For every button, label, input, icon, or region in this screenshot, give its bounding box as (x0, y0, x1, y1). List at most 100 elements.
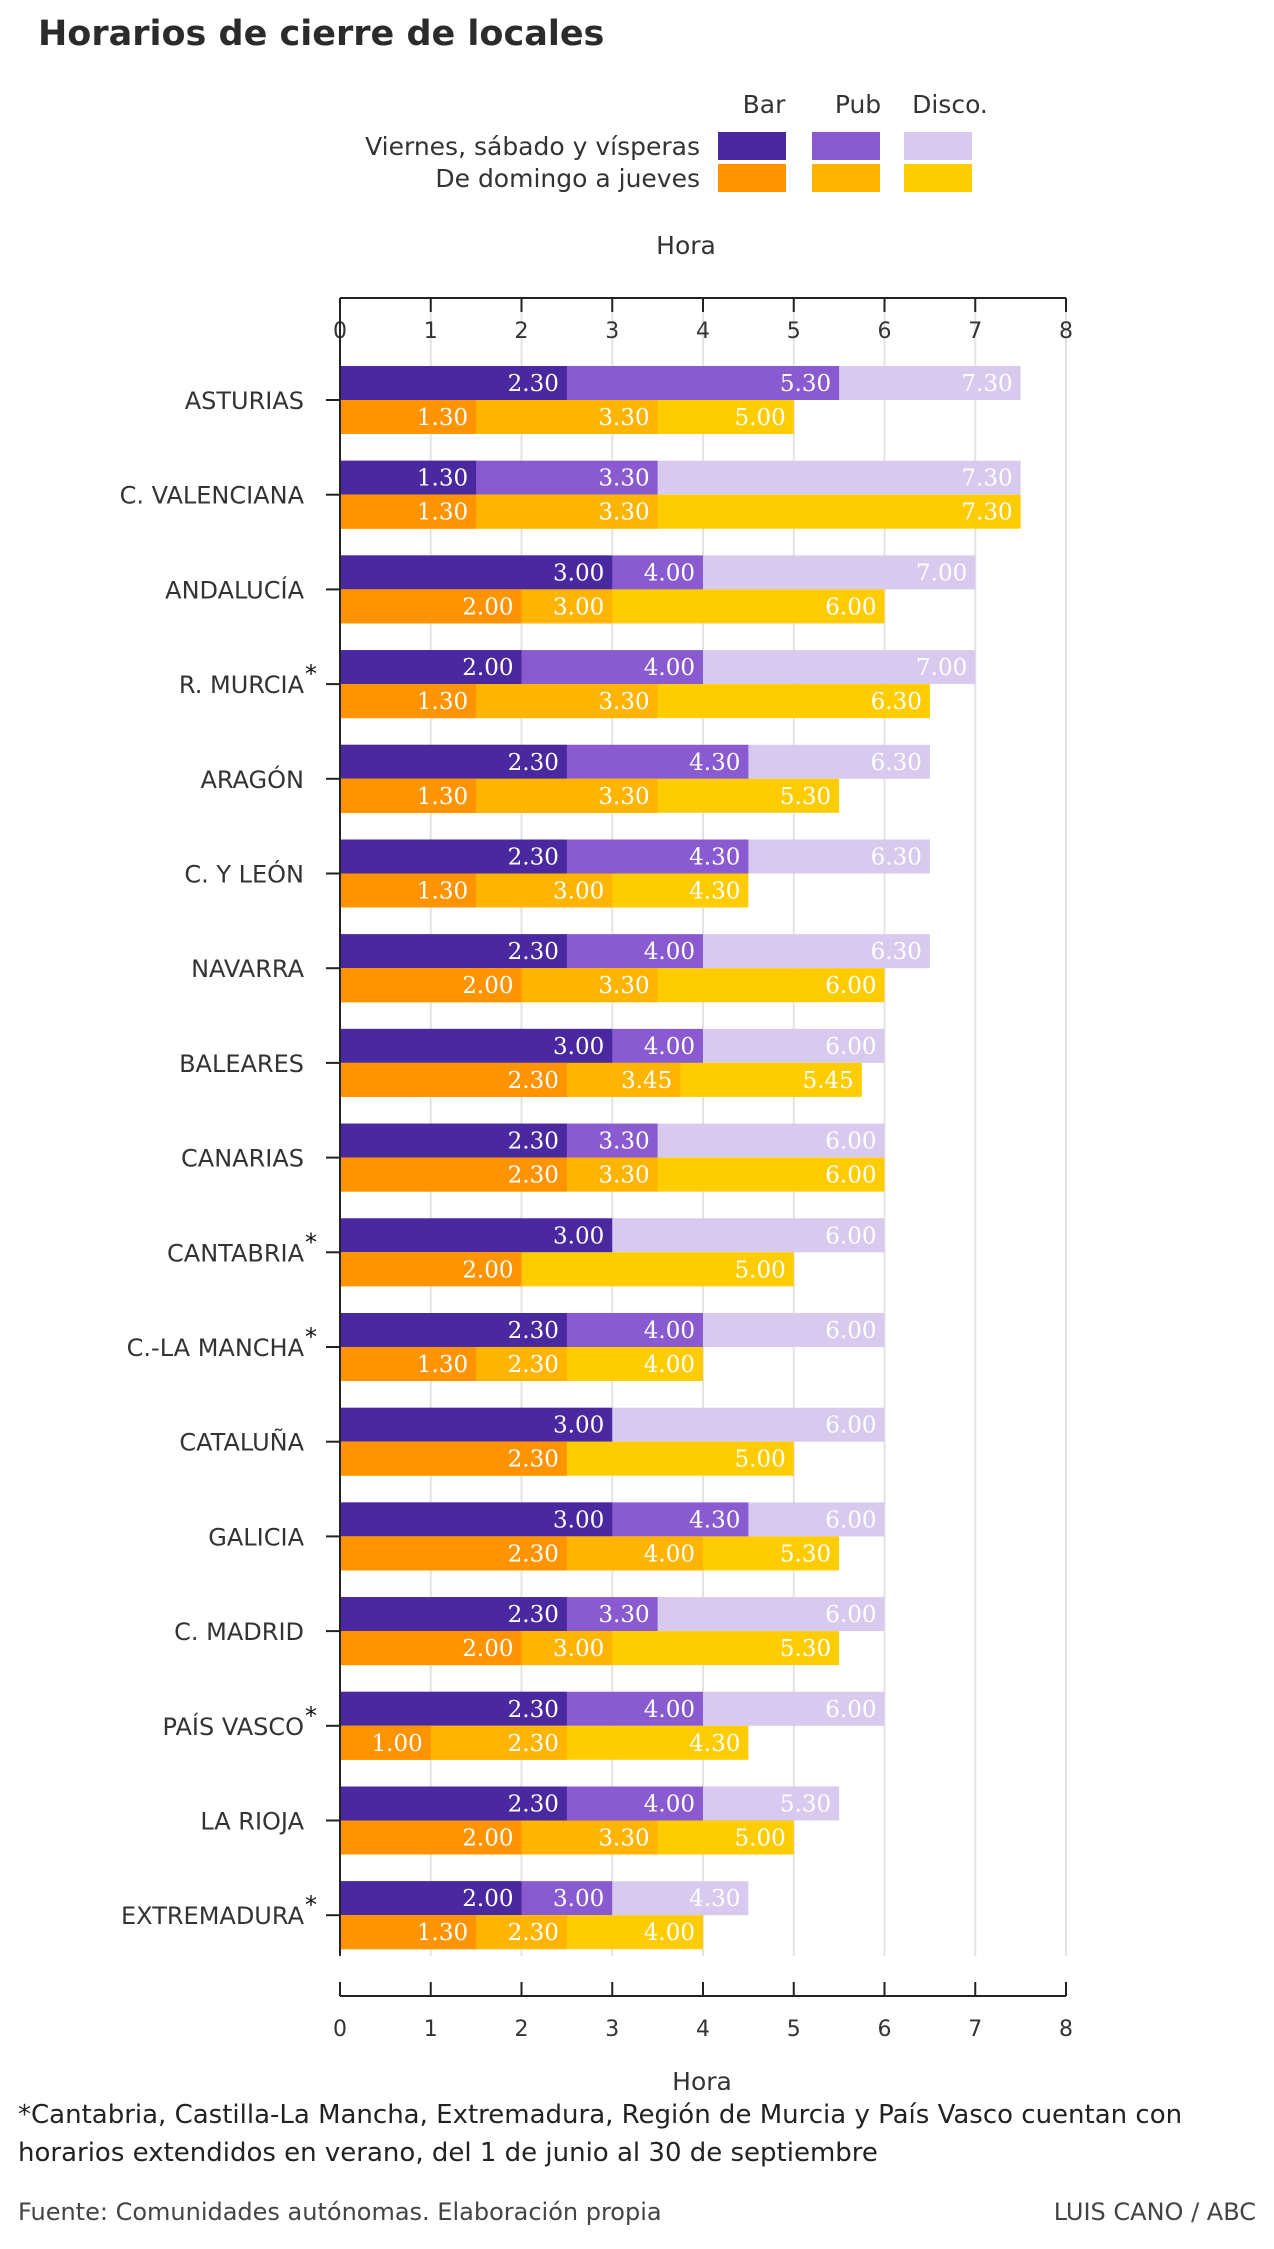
category-label: ANDALUCÍA (165, 575, 304, 604)
bar-value-label: 1.00 (372, 1731, 423, 1757)
bar-value-label: 4.30 (689, 845, 740, 871)
bar-segment (340, 1915, 477, 1950)
bar-value-label: 6.00 (825, 1507, 876, 1533)
bar-value-label: 2.30 (508, 1602, 559, 1628)
bar-segment (340, 1536, 567, 1571)
bar-value-label: 2.30 (508, 1068, 559, 1094)
legend-swatch (812, 132, 880, 160)
footnote: *Cantabria, Castilla-La Mancha, Extremad… (18, 2100, 1183, 2168)
bar-segment (340, 934, 567, 969)
bar-value-label: 3.00 (553, 1886, 604, 1912)
bar-value-label: 5.30 (780, 1541, 831, 1567)
x-tick-label-bottom: 4 (696, 2017, 710, 2042)
bar-value-label: 4.30 (689, 750, 740, 776)
legend-row-label: Viernes, sábado y vísperas (365, 132, 700, 161)
bar-segment (340, 555, 613, 590)
bar-value-label: 4.30 (689, 1731, 740, 1757)
bar-value-label: 4.30 (689, 1507, 740, 1533)
x-tick-label-top: 5 (787, 319, 801, 344)
source-note: Fuente: Comunidades autónomas. Elaboraci… (18, 2198, 662, 2226)
bar-value-label: 3.00 (553, 879, 604, 905)
bar-value-label: 3.00 (553, 594, 604, 620)
bar-segment (340, 873, 477, 908)
x-tick-label-bottom: 3 (605, 2017, 619, 2042)
bar-value-label: 2.30 (508, 939, 559, 965)
category-label: EXTREMADURA (121, 1902, 305, 1930)
legend-column-label: Disco. (912, 90, 988, 119)
bar-value-label: 1.30 (417, 1920, 468, 1946)
bar-value-label: 5.30 (780, 1792, 831, 1818)
x-tick-label-bottom: 0 (333, 2017, 347, 2042)
bar-value-label: 1.30 (417, 689, 468, 715)
bar-value-label: 3.30 (598, 689, 649, 715)
category-label: C. MADRID (174, 1618, 304, 1646)
bar-value-label: 7.00 (916, 560, 967, 586)
category-label: ARAGÓN (200, 764, 304, 794)
bar-value-label: 3.45 (621, 1068, 672, 1094)
bar-segment (340, 1502, 613, 1537)
bar-value-label: 7.00 (916, 655, 967, 681)
bar-value-label: 3.00 (553, 1507, 604, 1533)
bar-value-label: 7.30 (961, 466, 1012, 492)
bar-segment (340, 1062, 567, 1097)
legend-swatch (904, 164, 972, 192)
bar-value-label: 2.30 (508, 1920, 559, 1946)
asterisk-mark: * (305, 1702, 317, 1730)
x-tick-label-bottom: 7 (968, 2017, 982, 2042)
category-label: C.-LA MANCHA (127, 1334, 305, 1362)
bar-segment (340, 650, 522, 685)
bar-value-label: 6.30 (871, 845, 922, 871)
bar-segment (340, 684, 477, 719)
bar-value-label: 6.00 (825, 1223, 876, 1249)
bar-value-label: 4.30 (689, 879, 740, 905)
bar-value-label: 3.00 (553, 1034, 604, 1060)
bar-value-label: 3.00 (553, 1413, 604, 1439)
bar-segment (340, 1597, 567, 1632)
bar-value-label: 4.00 (644, 1697, 695, 1723)
bar-segment (340, 1218, 613, 1253)
bar-value-label: 2.00 (462, 1886, 513, 1912)
category-label: LA RIOJA (200, 1808, 304, 1836)
category-label: NAVARRA (191, 955, 305, 983)
bar-value-label: 5.00 (735, 1826, 786, 1852)
bar-value-label: 2.30 (508, 1129, 559, 1155)
bar-value-label: 2.30 (508, 1731, 559, 1757)
bar-segment (340, 1725, 431, 1760)
bar-value-label: 4.00 (644, 655, 695, 681)
category-label: BALEARES (179, 1050, 304, 1078)
asterisk-mark: * (305, 1323, 317, 1351)
x-axis-title-bottom: Hora (672, 2067, 732, 2090)
bar-value-label: 3.30 (598, 973, 649, 999)
bar-segment (340, 1123, 567, 1158)
asterisk-mark: * (305, 1228, 317, 1256)
bar-value-label: 5.30 (780, 371, 831, 397)
bar-segment (340, 460, 477, 495)
bar-value-label: 4.00 (644, 1318, 695, 1344)
category-label: CANARIAS (181, 1145, 304, 1173)
bar-value-label: 3.00 (553, 560, 604, 586)
bar-segment (340, 400, 477, 434)
bar-segment (340, 1881, 522, 1916)
legend-swatch (904, 132, 972, 160)
bar-value-label: 2.30 (508, 1697, 559, 1723)
asterisk-mark: * (305, 660, 317, 688)
bar-value-label: 4.30 (689, 1886, 740, 1912)
bar-value-label: 2.00 (462, 1636, 513, 1662)
bar-segment (340, 968, 522, 1003)
bar-value-label: 2.30 (508, 1792, 559, 1818)
bar-value-label: 1.30 (417, 500, 468, 526)
bar-value-label: 6.00 (825, 1413, 876, 1439)
legend-row-label: De domingo a jueves (435, 164, 700, 193)
bar-value-label: 2.00 (462, 1257, 513, 1283)
bar-segment (340, 1441, 567, 1476)
bar-value-label: 4.00 (644, 1792, 695, 1818)
bar-value-label: 4.00 (644, 560, 695, 586)
bar-segment (340, 366, 567, 400)
bar-value-label: 2.30 (508, 1541, 559, 1567)
legend-column-label: Pub (835, 90, 881, 119)
bar-value-label: 3.00 (553, 1223, 604, 1249)
bar-value-label: 6.00 (825, 594, 876, 620)
asterisk-mark: * (305, 1891, 317, 1919)
bar-value-label: 6.00 (825, 1697, 876, 1723)
bar-value-label: 5.30 (780, 784, 831, 810)
